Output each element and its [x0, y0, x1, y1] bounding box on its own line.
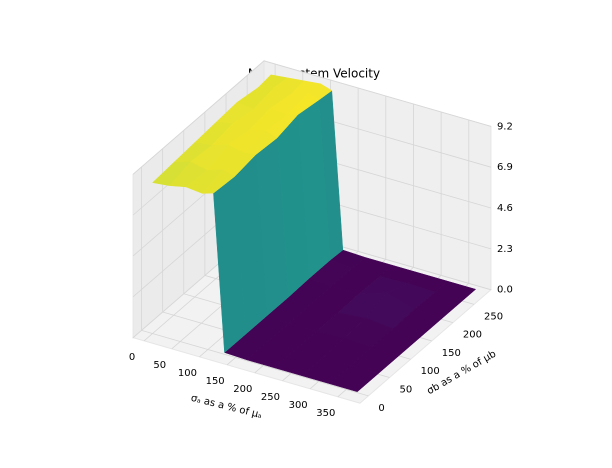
tick-label: 50 [400, 385, 413, 396]
tick-label: 150 [442, 348, 461, 359]
surface-patch [329, 365, 379, 393]
tick-label: 0 [129, 352, 135, 363]
grid-line [132, 60, 265, 175]
tick-label: 0 [378, 403, 384, 414]
tick-label: 150 [206, 376, 225, 387]
tick-label: 2.3 [497, 244, 513, 255]
tick-label: 6.9 [497, 162, 513, 173]
grid-line [263, 60, 492, 127]
tick-label: 200 [463, 330, 482, 341]
tick-label: 9.2 [497, 121, 513, 132]
tick-label: 0.0 [497, 285, 513, 296]
x-axis-label: σₐ as a % of μₐ [190, 393, 264, 421]
tick-label: 100 [421, 366, 440, 377]
grid-line [141, 329, 369, 397]
tick-label: 300 [289, 400, 308, 411]
tick-label: 350 [316, 408, 335, 419]
tick-label: 50 [153, 360, 166, 371]
tick-label: 4.6 [497, 203, 513, 214]
tick-label: 100 [178, 368, 197, 379]
tick-label: 250 [261, 392, 280, 403]
surface-patch [201, 169, 236, 194]
tick-label: 200 [233, 384, 252, 395]
tick-label: 250 [484, 311, 503, 322]
